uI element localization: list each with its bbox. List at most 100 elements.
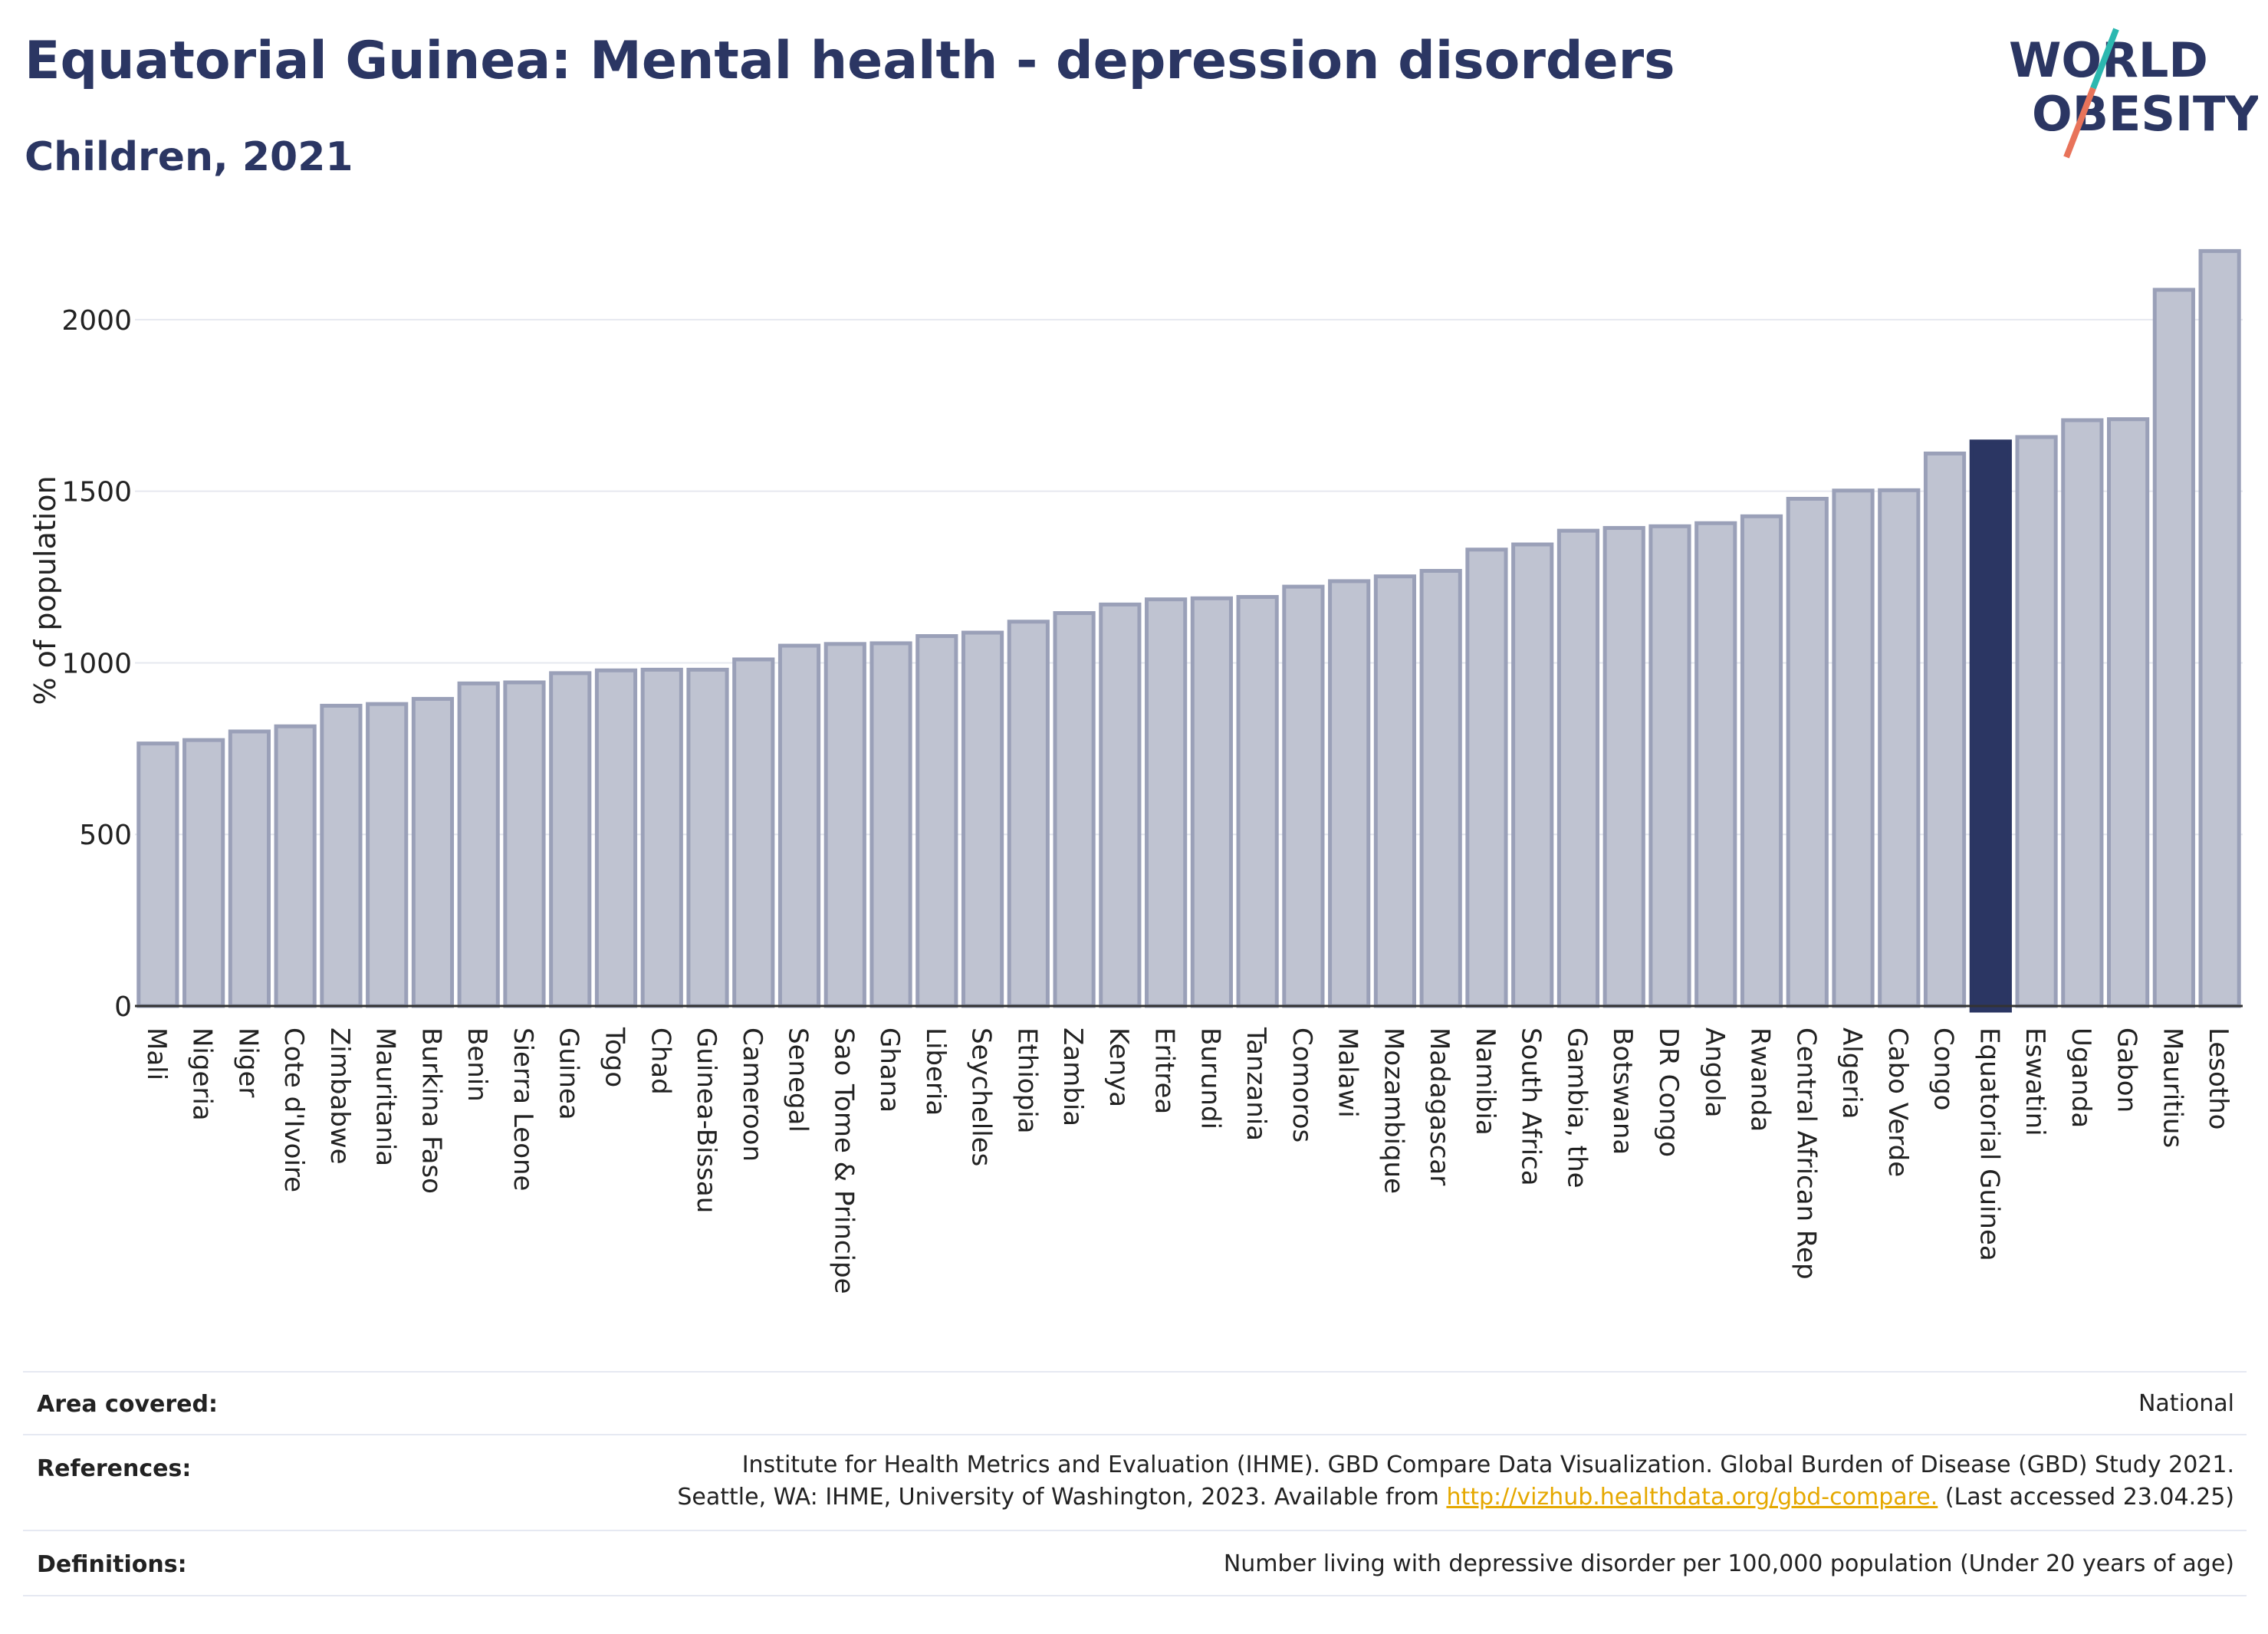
bar: [549, 671, 592, 1008]
x-tick-label: Eritrea: [1149, 1027, 1180, 1114]
bar-highlighted: [1969, 439, 2012, 1013]
x-tick-label: Namibia: [1470, 1027, 1500, 1136]
bar: [823, 642, 866, 1008]
x-tick-label: Cabo Verde: [1882, 1027, 1913, 1177]
bar: [2106, 417, 2150, 1008]
x-tick-label: Niger: [232, 1027, 263, 1097]
bar: [1053, 611, 1096, 1008]
x-tick-label: Equatorial Guinea: [1974, 1027, 2004, 1261]
bar: [320, 703, 363, 1008]
bar: [2061, 418, 2104, 1008]
bar: [2152, 288, 2195, 1008]
definitions-value: Number living with depressive disorder p…: [1223, 1550, 2234, 1577]
x-tick-label: Angola: [1699, 1027, 1730, 1117]
bar: [1786, 497, 1829, 1008]
footer-bottom-rule: [23, 1595, 2247, 1596]
y-tick-label: 0: [114, 991, 132, 1023]
x-tick-label: Nigeria: [187, 1027, 218, 1121]
bar: [1190, 596, 1233, 1008]
x-tick-label: Gambia, the: [1561, 1027, 1592, 1189]
chart-subtitle: Children, 2021: [25, 134, 353, 180]
x-tick-label: Guinea: [554, 1027, 584, 1120]
footer-area-row: Area covered: National: [23, 1371, 2247, 1435]
x-tick-label: Togo: [599, 1027, 629, 1087]
x-tick-label: Malawi: [1333, 1027, 1363, 1118]
y-tick-label: 500: [79, 820, 132, 851]
x-tick-label: Mali: [141, 1027, 172, 1080]
bar: [274, 724, 317, 1008]
logo-text-line2: OBESITY: [2032, 86, 2258, 142]
bar: [1923, 451, 1967, 1008]
x-tick-label: Cameroon: [737, 1027, 768, 1162]
bar: [1602, 526, 1645, 1008]
x-tick-label: Lesotho: [2203, 1027, 2233, 1129]
area-covered-value: National: [2138, 1390, 2234, 1417]
x-tick-label: Congo: [1928, 1027, 1959, 1110]
x-tick-label: Zimbabwe: [324, 1027, 355, 1165]
x-tick-label: Gabon: [2112, 1027, 2142, 1113]
bar: [1373, 574, 1417, 1008]
references-value: Institute for Health Metrics and Evaluat…: [677, 1449, 2234, 1514]
x-tick-label: Botswana: [1607, 1027, 1638, 1155]
x-tick-label: Comoros: [1287, 1027, 1317, 1142]
x-tick-label: Zambia: [1057, 1027, 1088, 1126]
area-covered-label: Area covered:: [37, 1391, 218, 1418]
y-tick-label: 2000: [61, 305, 132, 337]
bar: [182, 738, 225, 1008]
x-tick-label: Uganda: [2066, 1027, 2096, 1128]
x-tick-label: Benin: [462, 1027, 492, 1102]
x-tick-label: Sao Tome & Principe: [828, 1027, 859, 1294]
bar: [1556, 528, 1600, 1008]
bar: [1099, 602, 1142, 1008]
bar: [411, 696, 455, 1008]
bar: [594, 668, 638, 1008]
bar-chart: 0 500 1000 1500 2000 Mali Nigeria Niger Cote d'…: [28, 248, 2243, 1294]
bar: [1832, 488, 1875, 1008]
bar: [777, 643, 821, 1008]
x-tick-label: Sierra Leone: [508, 1027, 538, 1191]
bar: [366, 702, 409, 1008]
definitions-label: Definitions:: [37, 1551, 187, 1578]
bar: [1465, 547, 1508, 1008]
bar: [1328, 579, 1371, 1008]
references-link[interactable]: http://vizhub.healthdata.org/gbd-compare…: [1446, 1484, 1938, 1511]
bar: [228, 729, 271, 1008]
footer-definitions-row: Definitions: Number living with depressi…: [23, 1530, 2247, 1596]
x-tick-label: Guinea-Bissau: [691, 1027, 721, 1213]
bar: [1236, 595, 1279, 1008]
x-tick-label: Burkina Faso: [416, 1027, 446, 1194]
bar: [640, 667, 683, 1008]
bar: [457, 681, 500, 1008]
x-tick-label: Liberia: [920, 1027, 951, 1116]
y-axis-label: % of population: [28, 475, 62, 705]
bar: [2015, 435, 2058, 1008]
x-tick-label: Ghana: [874, 1027, 905, 1113]
y-tick-labels: 0 500 1000 1500 2000: [61, 305, 132, 1023]
x-tick-label: Mozambique: [1378, 1027, 1408, 1194]
x-tick-label: Seychelles: [966, 1027, 997, 1166]
bar: [1282, 584, 1325, 1008]
bar: [1648, 524, 1691, 1008]
references-line1: Institute for Health Metrics and Evaluat…: [741, 1452, 2234, 1478]
x-tick-label: Senegal: [783, 1027, 814, 1133]
x-tick-label: Burundi: [1195, 1027, 1225, 1129]
bar: [1145, 597, 1188, 1008]
x-tick-label: Eswatini: [2020, 1027, 2050, 1136]
references-line2-post: (Last accessed 23.04.25): [1938, 1484, 2234, 1511]
bar: [503, 680, 546, 1008]
x-tick-label: Madagascar: [1424, 1027, 1454, 1185]
x-tick-label: Kenya: [1103, 1027, 1134, 1107]
bar: [2198, 248, 2241, 1008]
x-tick-label: Ethiopia: [1011, 1027, 1042, 1133]
footer-references-row: References: Institute for Health Metrics…: [23, 1434, 2247, 1531]
bar: [1740, 514, 1783, 1008]
y-tick-label: 1500: [61, 477, 132, 508]
x-tick-label: Mauritius: [2157, 1027, 2187, 1148]
bar: [1878, 488, 1921, 1008]
logo-slash-teal: [2090, 28, 2119, 90]
x-tick-label: DR Congo: [1653, 1027, 1684, 1157]
x-tick-label: South Africa: [1516, 1027, 1547, 1186]
references-line2-pre: Seattle, WA: IHME, University of Washing…: [677, 1484, 1447, 1511]
x-tick-label: Cote d'Ivoire: [278, 1027, 309, 1192]
x-tick-label: Tanzania: [1241, 1027, 1271, 1141]
